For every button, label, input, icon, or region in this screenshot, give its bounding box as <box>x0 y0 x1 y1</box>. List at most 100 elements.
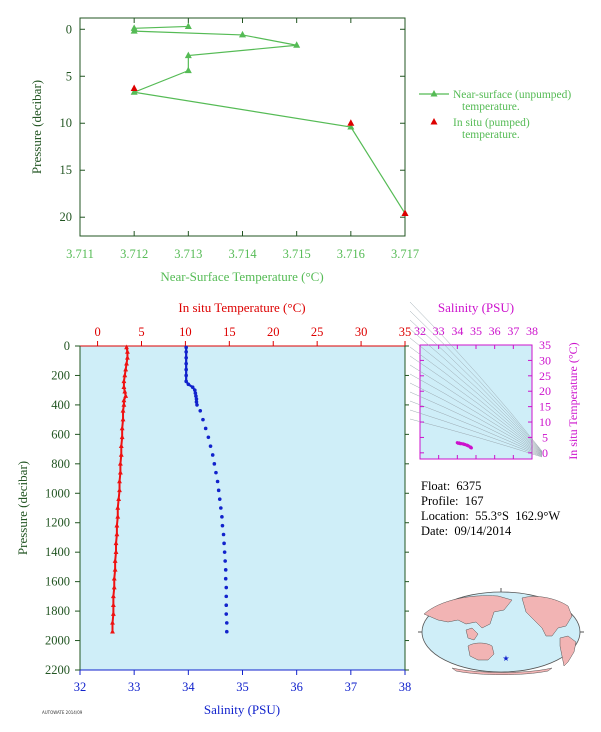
salinity-point <box>195 403 199 407</box>
y-tick-label: 20 <box>60 210 73 224</box>
temperature-tick-label: 10 <box>179 325 192 339</box>
profile-series <box>110 344 229 634</box>
temperature-point <box>118 469 123 475</box>
temperature-point <box>114 531 120 537</box>
density-contour <box>409 328 543 453</box>
unpumped-line <box>131 25 406 214</box>
salinity-point <box>194 400 199 404</box>
float-location-marker: ★ <box>502 654 509 663</box>
temperature-point <box>119 434 125 440</box>
pressure-tick-label: 800 <box>51 457 70 471</box>
pressure-tick-label: 0 <box>64 339 70 353</box>
salinity-point <box>194 394 198 398</box>
unpumped-point <box>184 51 192 59</box>
temperature-point <box>124 344 129 350</box>
density-contour <box>409 301 543 452</box>
temperature-point <box>121 384 127 390</box>
salinity-point <box>224 629 229 634</box>
salinity-point <box>186 382 191 387</box>
salinity-point <box>184 379 188 384</box>
density-contour <box>409 364 543 455</box>
temperature-point <box>117 478 122 484</box>
legend-unpumped-label-1: Near-surface (unpumped) <box>453 89 571 101</box>
temperature-point <box>115 505 121 510</box>
salinity-point <box>208 444 213 448</box>
ts-temperature-axis-label: In situ Temperature (°C) <box>566 342 580 459</box>
ts-point <box>466 443 470 448</box>
temperature-point <box>118 443 124 448</box>
temperature-point <box>125 348 130 354</box>
x-tick-label: 3.717 <box>391 247 419 261</box>
near-surface-x-tick-labels: 3.711 3.712 3.713 3.714 3.715 3.716 3.717 <box>66 247 419 261</box>
ts-salinity-tick-labels: 32 33 34 35 36 37 38 <box>414 324 538 338</box>
legend-pumped-marker <box>430 118 438 125</box>
profile-salinity-axis-label: Salinity (PSU) <box>204 702 280 717</box>
salinity-point <box>206 435 211 440</box>
salinity-point <box>221 532 226 537</box>
temperature-point <box>112 558 118 563</box>
salinity-tick-label: 35 <box>236 680 249 694</box>
temperature-tick-label: 15 <box>223 325 236 339</box>
pressure-tick-label: 400 <box>51 398 70 412</box>
float-number: Float: 6375 <box>421 479 482 493</box>
temperature-tick-label: 0 <box>94 325 100 339</box>
salinity-point <box>190 385 195 390</box>
near-surface-y-tick-labels: 0 5 10 15 20 <box>60 22 73 224</box>
temperature-point <box>112 566 118 572</box>
unpumped-point <box>239 30 246 38</box>
pumped-point <box>401 209 409 216</box>
y-tick-label: 10 <box>60 116 73 130</box>
density-contour <box>409 337 543 454</box>
salinity-point <box>184 355 188 360</box>
map-land-australia <box>467 642 495 661</box>
y-tick-label: 0 <box>66 22 72 36</box>
near-surface-ticks <box>79 18 406 236</box>
legend-unpumped-label-2: temperature. <box>462 101 520 113</box>
ts-point <box>456 441 460 445</box>
temperature-point <box>110 593 116 599</box>
unpumped-point <box>130 88 138 95</box>
salinity-tick-label: 38 <box>399 680 412 694</box>
ts-title: Salinity (PSU) <box>438 300 514 315</box>
temperature-point <box>111 575 117 581</box>
salinity-point <box>217 497 222 501</box>
salinity-point <box>215 479 220 484</box>
density-contour <box>409 400 543 457</box>
unpumped-point <box>347 123 355 130</box>
salinity-point <box>193 391 198 395</box>
ts-point <box>468 445 472 449</box>
ts-temperature-tick-label: 35 <box>539 338 551 352</box>
salinity-point <box>220 515 224 519</box>
unpumped-point <box>130 27 138 34</box>
salinity-point <box>220 523 225 528</box>
temperature-tick-label: 5 <box>138 325 144 339</box>
near-surface-legend: Near-surface (unpumped) temperature. In … <box>419 89 571 141</box>
profile-pressure-axis-label: Pressure (decibar) <box>15 461 30 555</box>
density-contour <box>409 382 543 456</box>
salinity-point <box>224 594 229 599</box>
temperature-point <box>117 487 122 493</box>
salinity-point <box>222 541 226 546</box>
temperature-point <box>121 401 127 407</box>
ts-salinity-tick-label: 38 <box>526 324 538 338</box>
legend-pumped-label-2: temperature. <box>462 129 520 141</box>
salinity-point <box>224 585 229 590</box>
temperature-point <box>110 602 116 607</box>
ts-temperature-tick-label: 15 <box>539 400 551 414</box>
salinity-point <box>203 426 208 431</box>
salinity-tick-label: 36 <box>290 680 303 694</box>
y-tick-label: 5 <box>66 69 72 83</box>
temperature-tick-label: 25 <box>311 325 324 339</box>
salinity-point <box>224 612 229 616</box>
density-contour <box>409 373 543 455</box>
ts-temperature-tick-label: 5 <box>542 430 548 444</box>
pressure-tick-label: 1000 <box>45 486 70 500</box>
profile-salinity-tick-labels: 32 33 34 35 36 37 38 <box>74 680 412 694</box>
temperature-point <box>122 372 128 378</box>
salinity-tick-label: 32 <box>74 680 87 694</box>
salinity-point <box>210 453 215 457</box>
map-land-south-america <box>559 635 577 667</box>
unpumped-point <box>293 41 301 48</box>
footer-code: AUTOWATE 2014/09 <box>42 710 83 715</box>
